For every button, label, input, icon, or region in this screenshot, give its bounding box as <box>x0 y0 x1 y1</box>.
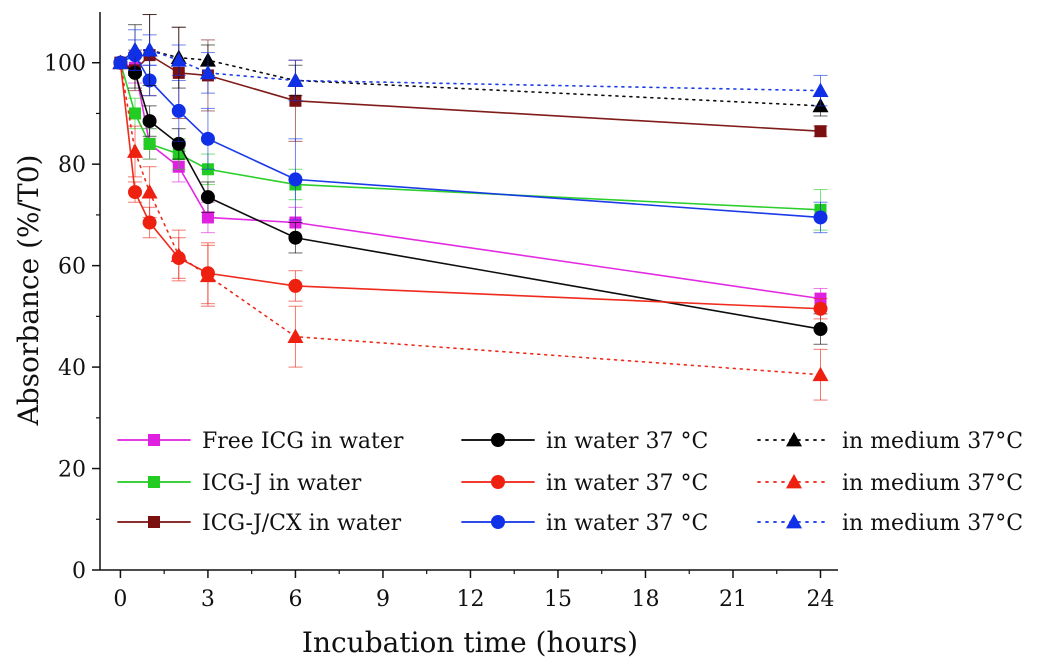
series-1 <box>114 52 828 310</box>
series-4 <box>113 55 828 345</box>
data-point <box>127 42 144 57</box>
data-point <box>142 215 157 230</box>
legend-marker <box>786 432 802 447</box>
series-line <box>119 61 822 330</box>
legend-label: Free ICG in water <box>202 429 404 454</box>
data-point <box>814 125 827 138</box>
data-point <box>812 366 829 382</box>
x-tick-label: 0 <box>113 587 127 612</box>
data-point <box>199 267 216 283</box>
series-8 <box>112 54 829 401</box>
y-tick-label: 80 <box>58 153 86 178</box>
legend-label: in water 37 °C <box>546 471 708 496</box>
data-point <box>288 278 303 293</box>
data-point <box>112 54 129 70</box>
x-tick-label: 9 <box>376 587 390 612</box>
data-point <box>201 211 214 224</box>
legend-label: in medium 37°C <box>842 429 1023 454</box>
plot-area <box>112 14 829 401</box>
data-point <box>813 301 828 316</box>
data-point <box>200 131 215 146</box>
legend-item-9: in medium 37°C <box>757 511 1023 536</box>
legend-marker <box>148 516 160 528</box>
data-point <box>200 190 215 205</box>
x-axis-title: Incubation time (hours) <box>302 626 638 659</box>
x-tick-label: 3 <box>201 587 215 612</box>
y-tick-label: 60 <box>58 255 86 280</box>
series-line <box>119 49 822 92</box>
series-line <box>119 61 822 310</box>
data-point <box>287 72 304 87</box>
data-point <box>171 103 186 118</box>
data-point <box>288 230 303 245</box>
series-line <box>119 61 822 300</box>
data-point <box>812 82 829 98</box>
legend: Free ICG in water ICG-J in water ICG-J/CX … <box>117 429 1023 536</box>
x-tick-label: 12 <box>456 587 484 612</box>
legend-item-8: in medium 37°C <box>757 471 1023 496</box>
legend-item-2: ICG-J in water <box>117 471 362 496</box>
data-point <box>128 185 143 200</box>
data-point <box>287 328 304 344</box>
legend-marker <box>148 434 160 446</box>
y-axis-title: Absorbance (%/T0) <box>12 155 45 427</box>
legend-item-5: in water 37 °C <box>461 471 708 496</box>
axes: 0 20 40 60 80 100 0 3 6 9 12 15 18 21 24 <box>44 12 838 612</box>
data-point <box>142 114 157 129</box>
legend-marker <box>491 475 505 489</box>
legend-item-1: Free ICG in water <box>117 429 404 454</box>
data-point <box>141 184 158 199</box>
y-tick-label: 40 <box>58 356 86 381</box>
y-tick-label: 20 <box>58 458 86 483</box>
series-3 <box>114 14 828 142</box>
y-tick-label: 100 <box>44 52 86 77</box>
series-line <box>119 61 822 211</box>
x-tick-label: 21 <box>719 587 747 612</box>
data-point <box>199 64 216 80</box>
legend-item-4: in water 37 °C <box>461 429 708 454</box>
series-9 <box>112 29 829 107</box>
legend-item-3: ICG-J/CX in water <box>117 511 402 536</box>
legend-label: in water 37 °C <box>546 429 708 454</box>
legend-marker <box>786 474 802 489</box>
x-tick-label: 6 <box>288 587 302 612</box>
x-tick-label: 24 <box>806 587 834 612</box>
data-point <box>170 247 187 262</box>
legend-marker <box>491 515 505 529</box>
x-tick-label: 15 <box>544 587 572 612</box>
data-point <box>813 210 828 225</box>
legend-label: in medium 37°C <box>842 511 1023 536</box>
data-point <box>143 137 156 150</box>
data-point <box>170 52 187 67</box>
data-point <box>127 143 144 158</box>
y-tick-label: 0 <box>72 559 86 584</box>
legend-label: in water 37 °C <box>546 511 708 536</box>
series-5 <box>113 55 828 320</box>
series-line <box>119 49 822 107</box>
series-line <box>119 54 822 133</box>
series-7 <box>112 14 829 117</box>
legend-marker <box>786 514 802 529</box>
legend-label: in medium 37°C <box>842 471 1023 496</box>
data-point <box>288 172 303 187</box>
data-point <box>141 42 158 57</box>
data-point <box>813 322 828 337</box>
data-point <box>171 136 186 151</box>
legend-marker <box>491 433 505 447</box>
legend-item-6: in water 37 °C <box>461 511 708 536</box>
legend-label: ICG-J/CX in water <box>202 511 402 536</box>
legend-item-7: in medium 37°C <box>757 429 1023 454</box>
legend-marker <box>148 476 160 488</box>
legend-label: ICG-J in water <box>202 471 362 496</box>
data-point <box>129 107 142 120</box>
x-tick-label: 18 <box>631 587 659 612</box>
